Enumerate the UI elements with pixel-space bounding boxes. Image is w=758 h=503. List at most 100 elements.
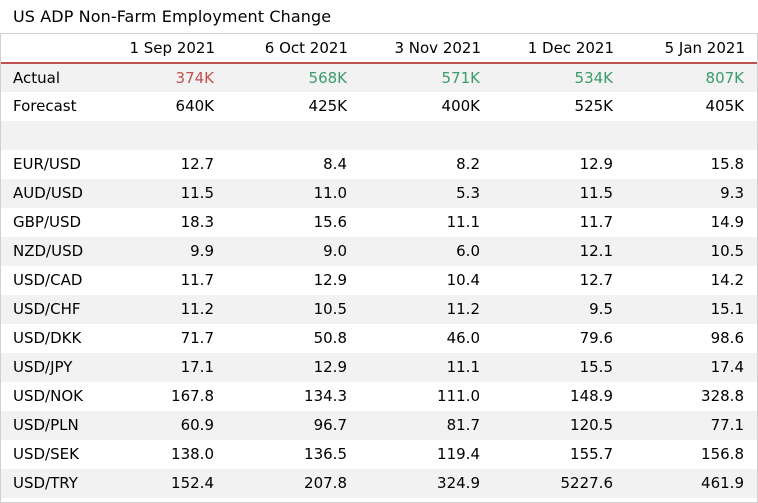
pair-value: 155.7 — [570, 445, 613, 463]
pair-value: 12.7 — [180, 155, 214, 173]
pair-value: 17.1 — [180, 358, 214, 376]
data-table: 1 Sep 2021 6 Oct 2021 3 Nov 2021 1 Dec 2… — [0, 33, 758, 498]
pair-value: 5.3 — [456, 184, 480, 202]
pair-value: 9.9 — [190, 242, 214, 260]
row-label: USD/JPY — [13, 358, 73, 376]
pair-value: 77.1 — [710, 416, 744, 434]
pair-value: 60.9 — [180, 416, 214, 434]
header-date: 6 Oct 2021 — [264, 38, 348, 57]
row-label: AUD/USD — [13, 184, 83, 202]
pair-value: 152.4 — [171, 474, 214, 492]
pair-value: 207.8 — [304, 474, 347, 492]
pair-value: 148.9 — [570, 387, 613, 405]
forecast-value: 405K — [705, 97, 744, 115]
pair-row: USD/SEK 138.0 136.5 119.4 155.7 156.8 — [0, 439, 758, 469]
pair-value: 167.8 — [171, 387, 214, 405]
pair-value: 12.7 — [579, 271, 613, 289]
row-label: GBP/USD — [13, 213, 82, 231]
pair-value: 14.9 — [710, 213, 744, 231]
pair-value: 9.0 — [323, 242, 347, 260]
pair-value: 50.8 — [313, 329, 347, 347]
pair-value: 71.7 — [180, 329, 214, 347]
spacer-row — [0, 120, 758, 150]
actual-value: 807K — [705, 68, 744, 87]
pair-value: 15.5 — [579, 358, 613, 376]
pair-value: 15.6 — [313, 213, 347, 231]
forecast-value: 425K — [308, 97, 347, 115]
actual-value: 534K — [574, 68, 613, 87]
header-date: 3 Nov 2021 — [394, 38, 481, 57]
pair-value: 119.4 — [437, 445, 480, 463]
pair-row: GBP/USD 18.3 15.6 11.1 11.7 14.9 — [0, 207, 758, 237]
pair-value: 11.1 — [446, 358, 480, 376]
table-title: US ADP Non-Farm Employment Change — [13, 7, 332, 26]
pair-value: 96.7 — [313, 416, 347, 434]
pair-value: 11.0 — [313, 184, 347, 202]
pair-value: 46.0 — [446, 329, 480, 347]
pair-value: 14.2 — [710, 271, 744, 289]
pair-row: USD/PLN 60.9 96.7 81.7 120.5 77.1 — [0, 410, 758, 440]
pair-value: 328.8 — [701, 387, 744, 405]
pair-value: 15.8 — [710, 155, 744, 173]
actual-row: Actual 374K 568K 571K 534K 807K — [0, 62, 758, 92]
pair-value: 10.5 — [710, 242, 744, 260]
pair-value: 11.7 — [579, 213, 613, 231]
header-date: 1 Dec 2021 — [527, 38, 614, 57]
forecast-value: 525K — [574, 97, 613, 115]
forecast-value: 640K — [175, 97, 214, 115]
pair-row: USD/TRY 152.4 207.8 324.9 5227.6 461.9 — [0, 468, 758, 498]
row-label: USD/PLN — [13, 416, 79, 434]
row-label: USD/CHF — [13, 300, 81, 318]
pair-value: 111.0 — [437, 387, 480, 405]
forecast-row: Forecast 640K 425K 400K 525K 405K — [0, 91, 758, 121]
row-label: USD/NOK — [13, 387, 83, 405]
pair-value: 12.9 — [579, 155, 613, 173]
row-label: NZD/USD — [13, 242, 84, 260]
pair-row: USD/CAD 11.7 12.9 10.4 12.7 14.2 — [0, 265, 758, 295]
pair-value: 15.1 — [710, 300, 744, 318]
pair-value: 136.5 — [304, 445, 347, 463]
pair-value: 12.9 — [313, 271, 347, 289]
pair-row: USD/CHF 11.2 10.5 11.2 9.5 15.1 — [0, 294, 758, 324]
pair-value: 9.5 — [589, 300, 613, 318]
header-date: 1 Sep 2021 — [129, 38, 215, 57]
pair-value: 10.4 — [446, 271, 480, 289]
pair-value: 120.5 — [570, 416, 613, 434]
row-label: USD/DKK — [13, 329, 82, 347]
pair-row: NZD/USD 9.9 9.0 6.0 12.1 10.5 — [0, 236, 758, 266]
pair-value: 11.5 — [579, 184, 613, 202]
pair-value: 81.7 — [446, 416, 480, 434]
pair-value: 11.2 — [446, 300, 480, 318]
pair-value: 8.4 — [323, 155, 347, 173]
pair-value: 12.9 — [313, 358, 347, 376]
row-label: EUR/USD — [13, 155, 81, 173]
pair-value: 5227.6 — [560, 474, 614, 492]
pair-value: 98.6 — [710, 329, 744, 347]
pair-value: 11.1 — [446, 213, 480, 231]
pair-value: 12.1 — [579, 242, 613, 260]
pair-row: AUD/USD 11.5 11.0 5.3 11.5 9.3 — [0, 178, 758, 208]
spacer-cell — [0, 121, 758, 150]
actual-value: 374K — [175, 68, 214, 87]
pair-value: 6.0 — [456, 242, 480, 260]
pair-value: 11.2 — [180, 300, 214, 318]
actual-value: 568K — [308, 68, 347, 87]
pair-value: 11.5 — [180, 184, 214, 202]
header-date: 5 Jan 2021 — [664, 38, 745, 57]
forecast-value: 400K — [441, 97, 480, 115]
pair-value: 8.2 — [456, 155, 480, 173]
row-label: USD/TRY — [13, 474, 78, 492]
pair-row: EUR/USD 12.7 8.4 8.2 12.9 15.8 — [0, 149, 758, 179]
pair-value: 138.0 — [171, 445, 214, 463]
pair-row: USD/DKK 71.7 50.8 46.0 79.6 98.6 — [0, 323, 758, 353]
header-corner — [0, 34, 96, 63]
pair-row: USD/JPY 17.1 12.9 11.1 15.5 17.4 — [0, 352, 758, 382]
actual-value: 571K — [441, 68, 480, 87]
row-label: USD/SEK — [13, 445, 79, 463]
pair-value: 11.7 — [180, 271, 214, 289]
pair-value: 79.6 — [579, 329, 613, 347]
pair-row: USD/NOK 167.8 134.3 111.0 148.9 328.8 — [0, 381, 758, 411]
pair-value: 10.5 — [313, 300, 347, 318]
pairs-body: EUR/USD 12.7 8.4 8.2 12.9 15.8 AUD/USD 11.5 11.0… — [0, 149, 758, 498]
